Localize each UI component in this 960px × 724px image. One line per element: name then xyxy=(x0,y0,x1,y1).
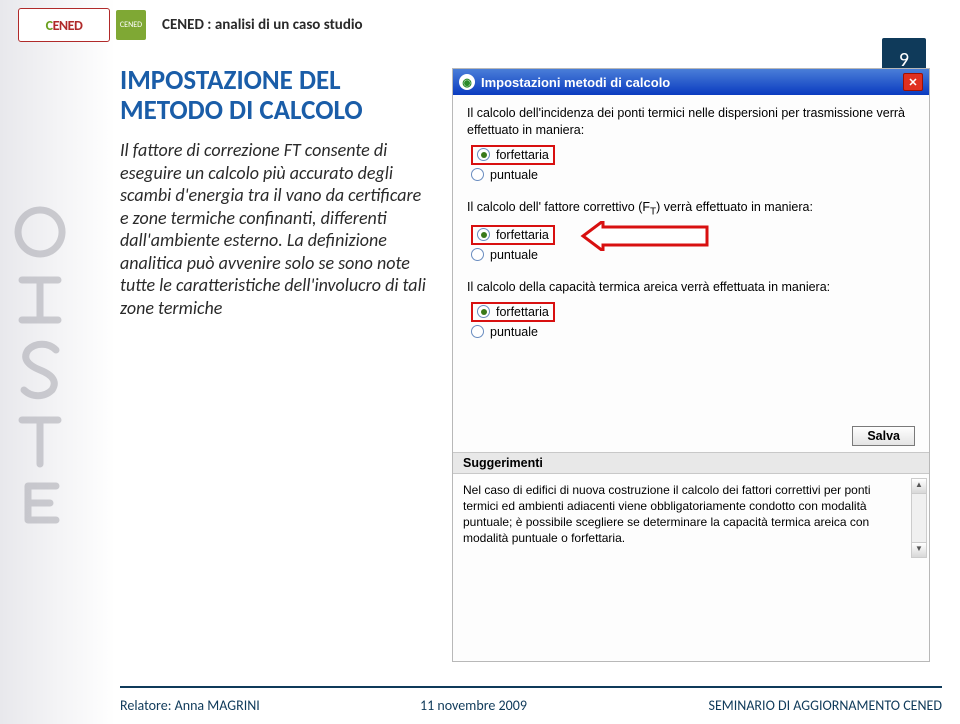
radio-label: forfettaria xyxy=(496,305,549,319)
highlight-box: forfettaria xyxy=(471,302,555,322)
dialog-window: ◉ Impostazioni metodi di calcolo ✕ Il ca… xyxy=(452,68,930,662)
logo-letters-ened: ENED xyxy=(53,17,83,34)
suggestions-text: Nel caso di edifici di nuova costruzione… xyxy=(463,483,871,546)
button-row: Salva xyxy=(453,422,929,452)
cened-badge: CENED xyxy=(116,10,146,40)
red-arrow-icon xyxy=(579,221,711,251)
radio-label: forfettaria xyxy=(496,148,549,162)
q2-pre: Il calcolo dell' fattore correttivo (F xyxy=(467,200,650,214)
cened-logo: CENED xyxy=(18,8,110,42)
q1-option-forfettaria[interactable]: forfettaria xyxy=(471,145,915,165)
radio-label: puntuale xyxy=(490,248,538,262)
highlight-box: forfettaria xyxy=(471,145,555,165)
question-3: Il calcolo della capacità termica areica… xyxy=(467,279,915,296)
radio-icon xyxy=(471,248,484,261)
q3-option-forfettaria[interactable]: forfettaria xyxy=(471,302,915,322)
dialog-body: Il calcolo dell'incidenza dei ponti term… xyxy=(453,95,929,352)
footer-divider xyxy=(120,686,942,688)
radio-label: forfettaria xyxy=(496,228,549,242)
slide-header: CENED CENED CENED : analisi di un caso s… xyxy=(18,8,942,42)
q2-option-forfettaria[interactable]: forfettaria xyxy=(471,225,915,245)
question-2: Il calcolo dell' fattore correttivo (FT)… xyxy=(467,199,915,219)
radio-icon xyxy=(471,168,484,181)
scroll-down-icon[interactable]: ▼ xyxy=(912,542,926,557)
radio-icon xyxy=(477,305,490,318)
badge-label: CENED xyxy=(120,20,142,30)
dialog-titlebar: ◉ Impostazioni metodi di calcolo ✕ xyxy=(453,69,929,95)
cestec-logo xyxy=(10,200,70,540)
question-1: Il calcolo dell'incidenza dei ponti term… xyxy=(467,105,915,139)
slide-title: CENED : analisi di un caso studio xyxy=(162,16,363,34)
logo-letter-c: C xyxy=(46,17,53,34)
dialog-title: Impostazioni metodi di calcolo xyxy=(481,75,670,90)
radio-icon xyxy=(471,325,484,338)
radio-label: puntuale xyxy=(490,168,538,182)
scrollbar[interactable]: ▲ ▼ xyxy=(911,478,927,558)
footer-date: 11 novembre 2009 xyxy=(420,697,620,714)
suggestions-header: Suggerimenti xyxy=(453,452,929,474)
highlight-box: forfettaria xyxy=(471,225,555,245)
save-button[interactable]: Salva xyxy=(852,426,915,446)
footer-event: SEMINARIO DI AGGIORNAMENTO CENED xyxy=(709,697,942,714)
footer-relatore: Relatore: Anna MAGRINI xyxy=(120,697,420,714)
q2-post: ) verrà effettuato in maniera: xyxy=(656,200,813,214)
section-title: IMPOSTAZIONE DEL METODO DI CALCOLO xyxy=(120,66,430,125)
radio-icon xyxy=(477,148,490,161)
q1-option-puntuale[interactable]: puntuale xyxy=(471,168,915,182)
scroll-up-icon[interactable]: ▲ xyxy=(912,479,926,494)
q3-option-puntuale[interactable]: puntuale xyxy=(471,325,915,339)
section-text: Il fattore di correzione FT consente di … xyxy=(120,139,430,319)
slide-footer: Relatore: Anna MAGRINI 11 novembre 2009 … xyxy=(120,697,942,714)
radio-icon xyxy=(477,228,490,241)
radio-label: puntuale xyxy=(490,325,538,339)
suggestions-body: Nel caso di edifici di nuova costruzione… xyxy=(453,474,929,562)
close-icon[interactable]: ✕ xyxy=(903,73,923,91)
left-column: IMPOSTAZIONE DEL METODO DI CALCOLO Il fa… xyxy=(120,66,430,319)
app-icon: ◉ xyxy=(459,74,475,90)
